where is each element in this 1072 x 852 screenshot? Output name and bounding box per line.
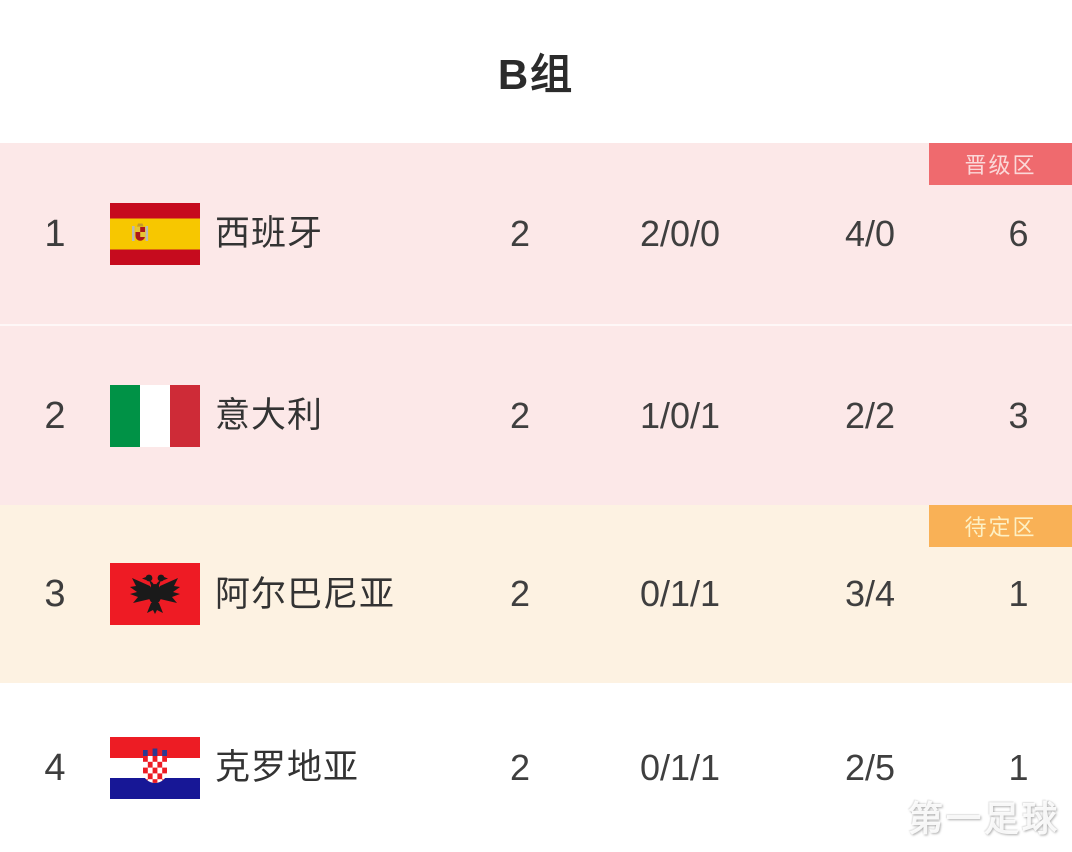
albania-flag-icon: [110, 563, 200, 625]
win-draw-loss: 1/0/1: [639, 394, 721, 436]
win-draw-loss: 0/1/1: [639, 573, 721, 614]
table-row: 4: [0, 683, 1072, 852]
points: 1: [1008, 573, 1029, 614]
double-headed-eagle: [130, 574, 180, 614]
table-row: 1 西班牙 2 2/0/0 4/0: [0, 143, 1072, 324]
rank: 4: [44, 746, 66, 789]
croatia-crest: [143, 748, 167, 783]
goals-for-against: 2/2: [844, 394, 896, 436]
points: 6: [1008, 212, 1029, 254]
matches-played: 2: [509, 746, 531, 788]
goals-for-against: 3/4: [844, 573, 896, 614]
rank: 2: [44, 394, 66, 437]
spain-flag-icon: [110, 202, 200, 265]
win-draw-loss: 0/1/1: [639, 746, 721, 788]
table-row: 2 意大利 2 1/0/1 2/2 3: [0, 324, 1072, 505]
bottom-section: 4: [0, 683, 1072, 852]
team-name: 阿尔巴尼亚: [215, 574, 396, 614]
matches-played: 2: [509, 212, 531, 254]
team-name: 意大利: [215, 396, 324, 435]
rank: 1: [44, 212, 66, 255]
table-row: 3 阿尔巴尼亚: [0, 505, 1072, 683]
rank: 3: [44, 573, 66, 615]
header: B组: [0, 0, 1072, 143]
spain-crest: [132, 223, 149, 241]
page-title: B组: [497, 51, 575, 98]
points: 1: [1008, 746, 1029, 788]
team-name: 克罗地亚: [215, 748, 360, 787]
matches-played: 2: [509, 394, 531, 436]
win-draw-loss: 2/0/0: [639, 212, 721, 254]
pending-zone-section: 待定区 3: [0, 505, 1072, 683]
matches-played: 2: [509, 573, 531, 614]
points: 3: [1008, 394, 1029, 436]
team-name: 西班牙: [215, 214, 324, 253]
watermark: 第一足球: [907, 800, 1060, 839]
croatia-flag-icon: [110, 736, 200, 799]
promotion-zone-badge: 晋级区: [929, 143, 1072, 185]
promotion-zone-section: 晋级区 1 西班牙 2 2/0/: [0, 143, 1072, 505]
italy-flag-icon: [110, 384, 200, 447]
goals-for-against: 2/5: [844, 746, 896, 788]
goals-for-against: 4/0: [844, 212, 896, 254]
pending-zone-badge: 待定区: [929, 505, 1072, 547]
